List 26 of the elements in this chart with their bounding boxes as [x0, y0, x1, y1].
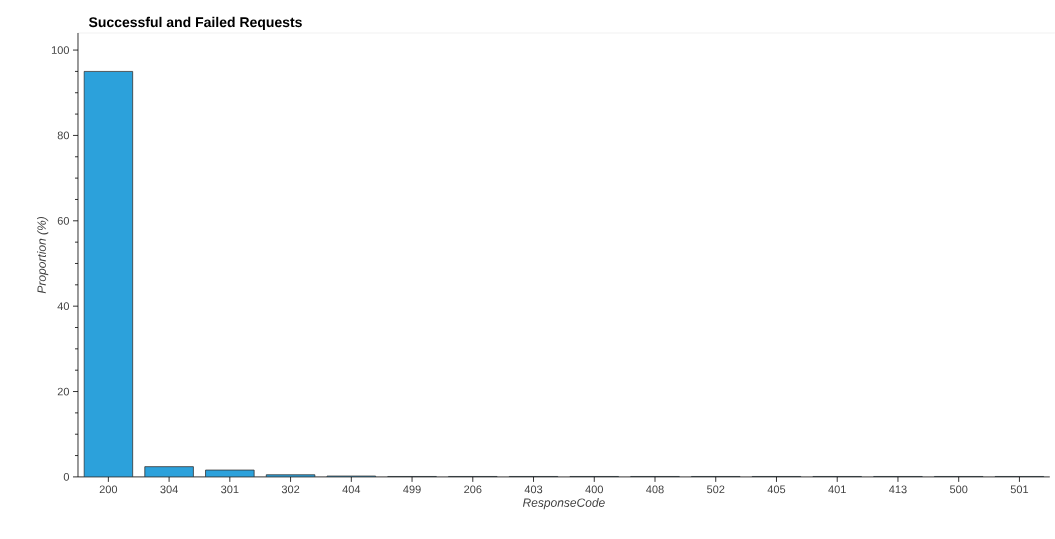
y-tick-label: 80: [57, 131, 70, 140]
x-tick-label: 501: [1010, 485, 1029, 494]
chart-title: Successful and Failed Requests: [88, 16, 302, 30]
x-tick-label: 405: [767, 485, 786, 494]
x-tick-label: 200: [99, 485, 118, 494]
x-tick-label: 304: [160, 485, 178, 494]
x-tick-label: 413: [889, 485, 907, 494]
bar: [83, 71, 134, 477]
x-tick-label: 502: [707, 485, 725, 494]
y-axis-title: Proportion (%): [37, 217, 49, 294]
x-tick-label: 301: [221, 485, 239, 494]
x-tick-label: 206: [464, 485, 482, 494]
x-tick-label: 401: [828, 485, 846, 494]
y-tick-label: 40: [57, 302, 70, 311]
x-tick-label: 403: [524, 485, 543, 494]
y-tick-label: 20: [57, 387, 70, 396]
y-tick-label: 100: [51, 46, 70, 55]
x-tick-label: 302: [281, 485, 300, 494]
x-tick-label: 500: [949, 485, 968, 494]
x-tick-label: 404: [342, 485, 361, 494]
y-tick-label: 60: [57, 216, 70, 225]
x-tick-label: 499: [403, 485, 421, 494]
y-tick-label: 0: [63, 473, 70, 481]
x-axis-title: ResponseCode: [522, 498, 605, 510]
x-tick-label: 408: [646, 485, 664, 494]
x-tick-label: 400: [585, 485, 603, 494]
